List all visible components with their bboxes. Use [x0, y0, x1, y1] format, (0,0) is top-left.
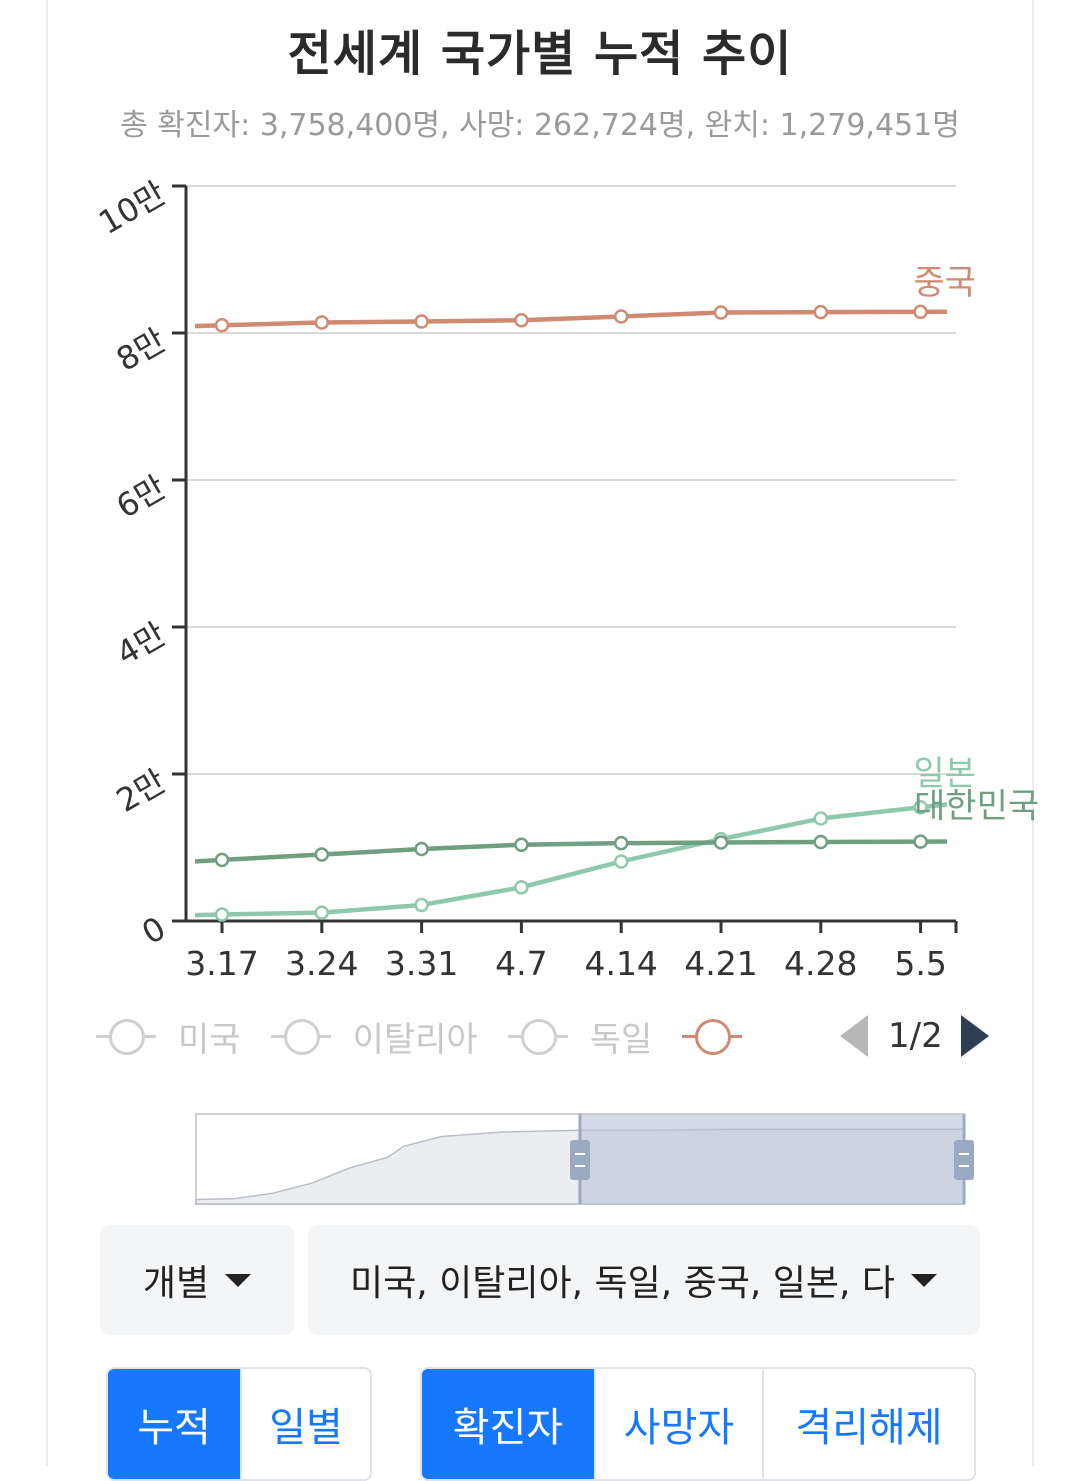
legend-marker-icon [96, 1016, 156, 1056]
daily-button[interactable]: 일별 [242, 1369, 370, 1479]
data-point [813, 811, 829, 826]
data-point [713, 835, 729, 850]
legend-item-germany[interactable]: 독일 [507, 1012, 653, 1061]
line-chart: 0 2만 4만 6만 8만 10만 3.17 3.24 3.31 4.7 4.14 4.21 4.28 5… [92, 174, 1039, 983]
legend-marker-icon [682, 1016, 743, 1056]
data-point [414, 897, 429, 913]
y-tick-label: 2만 [110, 762, 172, 820]
data-point [314, 315, 330, 330]
x-tick-label: 5.5 [894, 944, 946, 983]
brush-handle-left[interactable] [570, 1140, 590, 1180]
country-select[interactable]: 미국, 이탈리아, 독일, 중국, 일본, 다 [308, 1225, 980, 1335]
series-end-label: 중국 [913, 263, 976, 303]
data-point [913, 799, 928, 815]
data-point [813, 834, 829, 850]
x-tick-label: 3.31 [385, 944, 458, 983]
series-end-label: 일본 [913, 754, 976, 794]
data-point [613, 309, 629, 324]
legend-label: 독일 [589, 1019, 653, 1060]
y-tick-label: 10만 [92, 174, 172, 242]
legend-marker-icon [507, 1016, 568, 1056]
mode-select[interactable]: 개별 [100, 1225, 294, 1335]
data-point [813, 304, 829, 320]
x-tick-label: 4.14 [584, 944, 657, 983]
chart-title: 전세계 국가별 누적 추이 [287, 26, 793, 82]
pager-next-icon[interactable] [960, 1015, 989, 1057]
data-point [414, 841, 429, 857]
brush-selection [580, 1114, 964, 1204]
series-line [194, 839, 948, 864]
x-tick-label: 4.7 [495, 944, 547, 983]
recovered-button[interactable]: 격리해제 [764, 1369, 974, 1479]
data-point [314, 847, 330, 862]
data-point [913, 834, 928, 849]
filter-controls: 개별 미국, 이탈리아, 독일, 중국, 일본, 다 [100, 1225, 980, 1335]
caret-down-icon [911, 1273, 937, 1287]
x-tick-label: 4.21 [684, 944, 757, 983]
y-tick-label: 4만 [110, 615, 172, 673]
country-select-value: 미국, 이탈리아, 독일, 중국, 일본, 다 [350, 1263, 895, 1304]
y-tick-label: 6만 [110, 468, 172, 526]
data-point [613, 854, 629, 869]
data-point [314, 905, 330, 920]
cumulative-button[interactable]: 누적 [108, 1369, 242, 1479]
range-brush[interactable] [0, 1100, 1080, 1210]
frame-border-right [1032, 0, 1034, 1466]
legend-marker-icon [270, 1016, 331, 1056]
chart-subtitle: 총 확진자: 3,758,400명, 사망: 262,724명, 완치: 1,2… [120, 108, 960, 143]
data-point [214, 852, 230, 868]
legend-pager: 1/2 [840, 1010, 989, 1062]
period-toggle: 누적 일별 [106, 1367, 372, 1481]
data-point [713, 305, 729, 320]
legend-label: 이탈리아 [352, 1019, 478, 1060]
series-end-label: 대한민국 [914, 787, 1039, 827]
pager-page: 1/2 [888, 1016, 943, 1056]
data-point [514, 880, 529, 895]
series-line [194, 802, 948, 918]
x-tick-label: 3.17 [185, 944, 258, 983]
deaths-button[interactable]: 사망자 [596, 1369, 764, 1479]
frame-border-left [46, 0, 48, 1466]
x-tick-label: 4.28 [784, 944, 857, 983]
data-point [414, 314, 429, 329]
y-tick-label: 8만 [110, 321, 172, 379]
legend-item-china[interactable] [682, 1016, 764, 1056]
y-tick-label: 0 [135, 909, 172, 952]
legend-item-usa[interactable]: 미국 [96, 1012, 241, 1061]
data-point [214, 318, 230, 333]
brush-handle-right[interactable] [954, 1140, 974, 1180]
data-point [514, 837, 529, 852]
data-point [613, 835, 629, 851]
metric-toggle: 확진자 사망자 격리해제 [420, 1367, 976, 1481]
mode-select-value: 개별 [142, 1263, 210, 1304]
legend: 미국 이탈리아 독일 [96, 1010, 794, 1062]
legend-item-italy[interactable]: 이탈리아 [270, 1012, 478, 1061]
data-point [913, 304, 928, 320]
legend-label: 미국 [178, 1019, 241, 1060]
data-point [214, 907, 230, 922]
confirmed-button[interactable]: 확진자 [422, 1369, 596, 1479]
data-point [514, 312, 529, 328]
x-tick-label: 3.24 [285, 944, 358, 983]
caret-down-icon [225, 1273, 252, 1287]
pager-prev-icon[interactable] [840, 1015, 868, 1057]
series-line [194, 309, 948, 329]
